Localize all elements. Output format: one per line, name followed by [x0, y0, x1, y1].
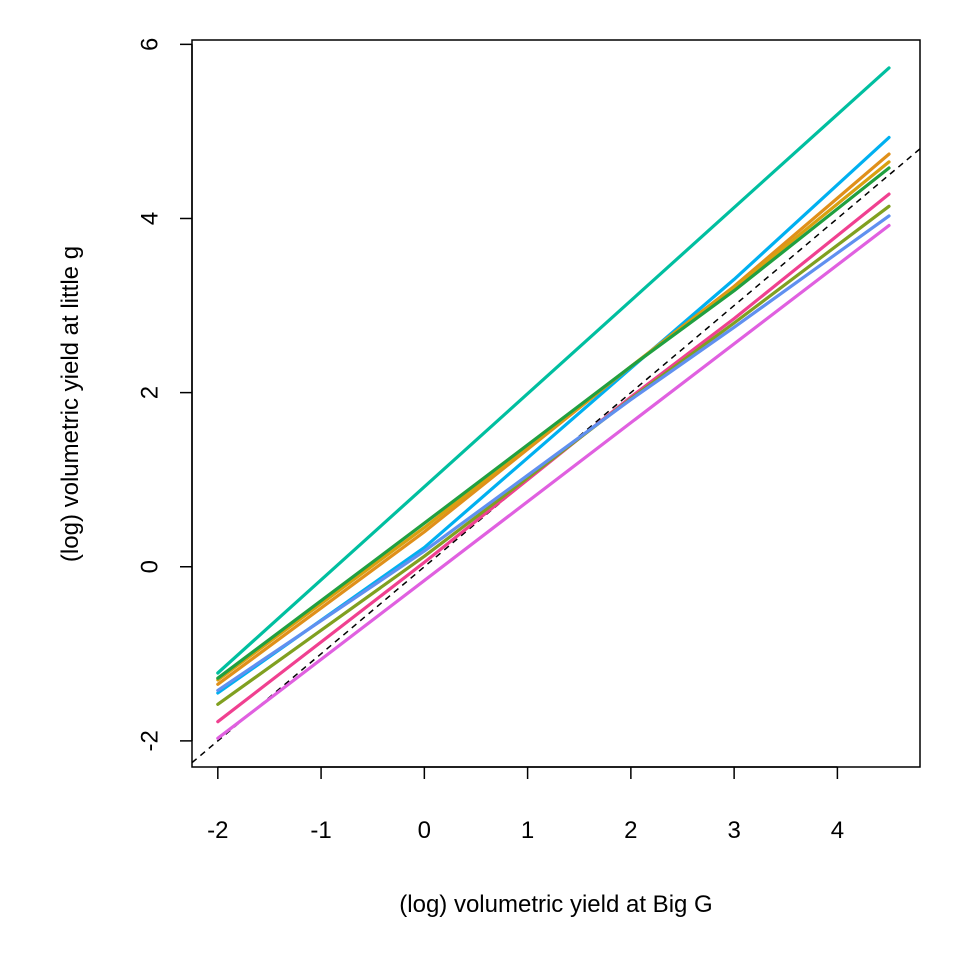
x-tick-label: -1 — [310, 817, 331, 844]
x-tick-label: 1 — [521, 817, 534, 844]
y-tick-label: 4 — [137, 212, 164, 225]
y-axis-title: (log) volumetric yield at little g — [57, 246, 84, 562]
series-line-5 — [216, 166, 891, 680]
y-tick-label: 2 — [137, 386, 164, 399]
series-line-2 — [216, 135, 891, 695]
y-tick-label: -2 — [137, 730, 164, 751]
x-axis-title: (log) volumetric yield at Big G — [399, 891, 712, 918]
y-tick-label: 6 — [137, 38, 164, 51]
y-axis: -2 0 2 4 6 — [137, 38, 193, 752]
x-tick-label: 2 — [624, 817, 637, 844]
series-layer — [192, 66, 920, 764]
series-line-1 — [216, 66, 891, 675]
series-line-9 — [216, 223, 891, 740]
x-tick-label: 3 — [727, 817, 740, 844]
x-axis: -2 -1 0 1 2 3 4 — [207, 766, 844, 844]
x-tick-label: 4 — [831, 817, 844, 844]
series-line-8 — [216, 214, 891, 693]
y-tick-label: 0 — [137, 560, 164, 573]
x-tick-label: 0 — [418, 817, 431, 844]
x-tick-label: -2 — [207, 817, 228, 844]
